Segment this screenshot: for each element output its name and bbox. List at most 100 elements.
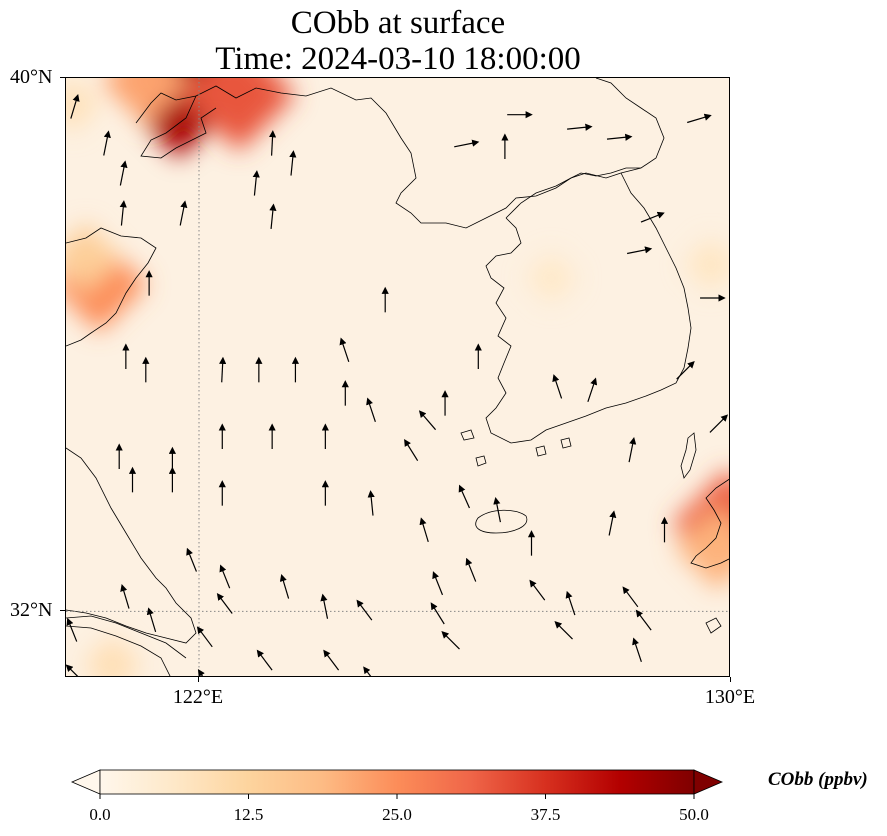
colorbar-tick-label: 0.0 [89,805,111,824]
wind-arrow [320,593,329,619]
colorbar-tick-label: 12.5 [233,805,264,824]
concentration-hotspot [101,78,191,127]
coastline-jeju [475,509,528,534]
coastline-korea-west [485,172,692,444]
lon-tick-label-122: 122°E [172,686,224,708]
wind-arrow [356,599,373,621]
wind-arrow [676,361,695,380]
wind-arrow [419,517,429,543]
wind-arrow [339,337,350,362]
wind-arrow [363,666,372,676]
lon-tick-mark [730,677,731,682]
wind-arrow [219,356,227,383]
wind-arrow [219,564,231,589]
concentration-hotspot [683,236,729,293]
wind-arrow [458,484,471,509]
wind-arrow [587,377,598,402]
wind-arrow [66,664,79,676]
map-gridlines [66,78,729,676]
colorbar-tick-marks [99,794,695,799]
wind-arrow [567,123,593,131]
wind-arrow [197,668,205,676]
wind-arrow [565,590,576,616]
wind-arrow [269,203,277,230]
wind-arrow [268,130,277,156]
wind-arrow [626,246,653,255]
wind-arrow [529,579,546,601]
wind-arrow [289,150,297,176]
wind-arrow [120,584,130,609]
colorbar-label: CObb (ppbv) [768,769,868,790]
lon-tick-label-130: 130°E [704,686,756,708]
wind-arrow [687,113,712,124]
map-title: CObb at surface [290,5,506,41]
wind-arrow [622,586,639,608]
coastline-liaodong [135,78,665,229]
wind-arrow [366,397,376,422]
lat-tick-label-40: 40°N [10,66,53,88]
coastline-islands [460,429,722,634]
wind-arrow [103,130,111,156]
lat-tick-mark [60,610,65,612]
colorbar-tick-label: 25.0 [382,805,412,824]
concentration-hotspot [524,251,579,305]
wind-arrow [493,497,501,523]
wind-arrow [216,592,233,614]
wind-arrow [256,649,273,671]
wind-arrow [323,649,340,671]
wind-arrow [709,414,729,433]
wind-arrow [552,374,563,399]
colorbar [70,769,724,799]
wind-arrow [66,617,78,642]
wind-arrow [640,211,665,223]
wind-arrow [454,139,480,148]
coastline-jiangsu [66,447,197,644]
coastline-yangtze-north [66,615,187,659]
concentration-hotspot [675,505,729,591]
map-subtitle-time: Time: 2024-03-10 18:00:00 [215,41,581,77]
concentration-hotspot [181,78,297,152]
wind-arrow [441,631,460,650]
coastlines [66,78,729,676]
wind-arrow [418,410,437,431]
wind-arrow [279,574,290,599]
colorbar-tick-label: 37.5 [530,805,561,824]
wind-arrow [628,437,637,463]
concentration-hotspot [66,78,102,134]
wind-arrow [252,170,260,196]
coastline-shandong [66,227,157,347]
wind-arrow [179,200,188,226]
wind-arrow [186,547,197,572]
wind-arrow [465,557,477,582]
wind-arrow [632,637,642,662]
wind-vectors [66,94,729,676]
colorbar-extend-low [70,769,101,795]
coastline-korea-dmz [505,167,641,219]
wind-arrow [432,571,444,596]
wind-arrow [70,94,80,119]
colorbar-tick-label: 50.0 [679,805,709,824]
wind-arrow [608,510,617,536]
wind-arrow [606,133,633,141]
coastline-tsushima [680,432,697,479]
wind-arrow [146,607,157,633]
wind-arrow [430,602,445,625]
lat-tick-mark [60,77,65,78]
wind-arrow [367,490,375,516]
wind-arrow [196,626,213,648]
lat-tick-label-32: 32°N [10,599,53,622]
coastline-kyushu [690,478,729,569]
concentration-hotspot [82,634,143,676]
map-panel [65,77,730,677]
coastline-dalian-tip [140,95,217,159]
colorbar-gradient [99,769,695,795]
lon-tick-mark [198,677,199,682]
wind-arrow [635,609,652,631]
coastline-yangtze-south [66,625,171,676]
map-canvas [66,78,729,676]
wind-arrow [404,438,419,461]
colorbar-extend-high [693,769,724,795]
wind-arrow [119,160,128,186]
wind-arrow [554,621,573,640]
wind-arrow [119,200,127,226]
